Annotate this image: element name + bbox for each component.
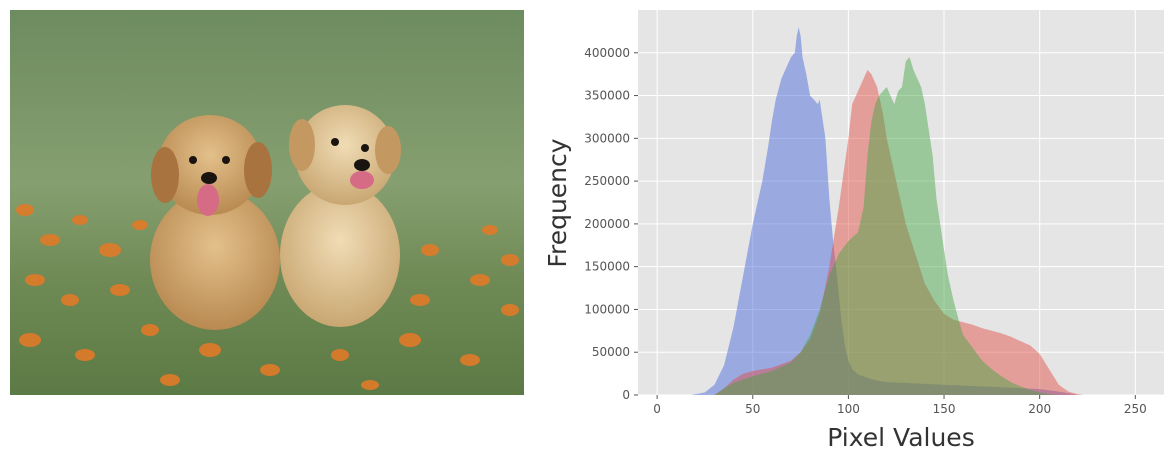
x-tick-label: 50: [745, 402, 760, 416]
x-tick-label: 200: [1028, 402, 1051, 416]
y-tick-label: 400000: [584, 46, 630, 60]
photo-puppies: [10, 10, 524, 395]
x-tick-label: 100: [837, 402, 860, 416]
histogram-series-1: [691, 27, 1078, 395]
series-layer: [691, 27, 1084, 396]
puppy-left: [150, 115, 280, 330]
y-tick-label: 0: [622, 388, 630, 402]
x-axis-title: Pixel Values: [827, 423, 974, 452]
tick-labels: 0 50 100 150 200 250 0 50000 100000 150000 200000 2…: [584, 46, 1147, 416]
y-axis-title: Frequency: [543, 138, 572, 267]
puppy-right: [280, 105, 401, 327]
y-tick-label: 150000: [584, 260, 630, 274]
y-tick-label: 250000: [584, 174, 630, 188]
x-tick-label: 0: [653, 402, 661, 416]
histogram-series-3: [714, 57, 1059, 395]
y-tick-label: 50000: [592, 345, 630, 359]
y-tick-label: 100000: [584, 302, 630, 316]
histogram-series-2: [714, 69, 1084, 396]
flowers: [16, 204, 519, 390]
x-tick-label: 150: [933, 402, 956, 416]
y-tick-label: 200000: [584, 217, 630, 231]
plot-background: [638, 10, 1164, 395]
x-tick-label: 250: [1124, 402, 1147, 416]
y-tick-label: 300000: [584, 131, 630, 145]
y-tick-label: 350000: [584, 89, 630, 103]
